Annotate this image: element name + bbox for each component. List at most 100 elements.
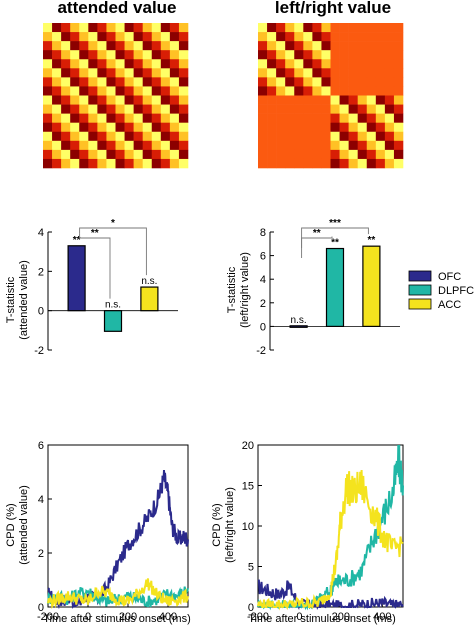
- heatmap-cell: [384, 23, 395, 33]
- heatmap-cell: [321, 158, 331, 169]
- heatmap-cell: [133, 68, 143, 78]
- heatmap-cell: [348, 86, 358, 96]
- heatmap-cell: [285, 32, 295, 42]
- heatmap-cell: [43, 149, 53, 160]
- heatmap-cell: [366, 95, 377, 105]
- heatmap-cell: [178, 50, 189, 60]
- bar-chart-attended: 420-2**n.s.n.s.***: [34, 218, 178, 357]
- heatmap-cell: [366, 23, 377, 33]
- heatmap-cell: [115, 41, 125, 51]
- heatmap-cell: [276, 32, 286, 42]
- heatmap-cell: [88, 113, 98, 123]
- legend-label-ofc: OFC: [438, 271, 461, 283]
- heatmap-cell: [285, 158, 295, 169]
- heatmap-cell: [348, 113, 358, 123]
- heatmap-cell: [160, 68, 171, 78]
- heatmap-cell: [267, 104, 277, 114]
- heatmap-cell: [79, 122, 89, 133]
- heatmap-cell: [294, 59, 304, 69]
- heatmap-cell: [294, 68, 304, 78]
- heatmap-cell: [303, 68, 313, 78]
- heatmap-cell: [61, 158, 71, 169]
- bar1-bar-label: **: [73, 235, 81, 246]
- heatmap-cell: [357, 149, 368, 160]
- heatmap-cell: [321, 140, 331, 151]
- bar1-ylabel-line2: (attended value): [18, 260, 30, 340]
- heatmap-cell: [312, 86, 322, 96]
- heatmap-cell: [151, 86, 162, 96]
- heatmap-cell: [285, 41, 295, 51]
- heatmap-cell: [169, 95, 180, 105]
- heatmap-cell: [70, 140, 80, 151]
- heatmap-cell: [178, 104, 189, 114]
- heatmap-cell: [384, 131, 395, 142]
- heatmap-cell: [339, 122, 349, 133]
- heatmap-cell: [124, 104, 134, 114]
- heatmap-cell: [339, 32, 349, 42]
- legend-swatch-ofc: [408, 270, 432, 282]
- heatmap-cell: [294, 122, 304, 133]
- heatmap-cell: [294, 104, 304, 114]
- heatmap-cell: [169, 41, 180, 51]
- heatmap-cell: [258, 113, 268, 123]
- heatmap-cell: [267, 41, 277, 51]
- heatmap-cell: [97, 131, 107, 142]
- heatmap-cell: [52, 131, 62, 142]
- heatmap-cell: [97, 122, 107, 133]
- heatmap-cell: [339, 104, 349, 114]
- heatmap-cell: [294, 158, 304, 169]
- heatmap-cell: [375, 95, 386, 105]
- heatmap-cell: [276, 86, 286, 96]
- heatmap-cell: [375, 149, 386, 160]
- bar1-ylabel-line1: T-statistic: [5, 276, 17, 323]
- heatmap-cell: [52, 77, 62, 87]
- heatmap-cell: [294, 23, 304, 33]
- heatmap-cell: [79, 113, 89, 123]
- heatmap-cell: [151, 140, 162, 151]
- heatmap-cell: [79, 158, 89, 169]
- heatmap-cell: [348, 149, 358, 160]
- heatmap-cell: [124, 59, 134, 69]
- line1-ytick-label: 0: [38, 602, 44, 614]
- bar2-ytick-label: 2: [260, 298, 266, 310]
- heatmap-cell: [384, 158, 395, 169]
- heatmap-cell: [339, 95, 349, 105]
- heatmap-leftright: [258, 23, 404, 169]
- bar1-comparison-bracket: [79, 233, 111, 299]
- heatmap-cell: [52, 50, 62, 60]
- heatmap-cell: [52, 86, 62, 96]
- heatmap-cell: [169, 131, 180, 142]
- heatmap-cell: [321, 95, 331, 105]
- heatmap-cell: [169, 122, 180, 133]
- heatmap-cell: [79, 23, 89, 33]
- heatmap-cell: [178, 32, 189, 42]
- heatmap-cell: [169, 23, 180, 33]
- heatmap-cell: [366, 68, 377, 78]
- heatmap-cell: [303, 140, 313, 151]
- heatmap-cell: [133, 50, 143, 60]
- bar1-ytick-label: 0: [38, 306, 44, 318]
- heatmap-cell: [88, 95, 98, 105]
- heatmap-cell: [357, 104, 368, 114]
- heatmap-cell: [142, 59, 153, 69]
- heatmap-cell: [160, 23, 171, 33]
- heatmap-attended: [43, 23, 189, 169]
- heatmap-cell: [285, 104, 295, 114]
- heatmap-cell: [97, 86, 107, 96]
- heatmap-cell: [294, 50, 304, 60]
- heatmap-cell: [70, 113, 80, 123]
- heatmap-cell: [285, 122, 295, 133]
- bar1-bar-label: n.s.: [105, 300, 121, 311]
- heatmap-cell: [258, 68, 268, 78]
- heatmap-cell: [43, 158, 53, 169]
- heatmap-cell: [330, 149, 340, 160]
- heatmap-cell: [124, 122, 134, 133]
- heatmap-cell: [366, 140, 377, 151]
- line2-ytick-label: 10: [242, 521, 254, 533]
- heatmap-cell: [276, 77, 286, 87]
- heatmap-cell: [267, 158, 277, 169]
- heatmap-cell: [330, 95, 340, 105]
- heatmap-cell: [70, 131, 80, 142]
- heatmap-cell: [43, 32, 53, 42]
- bar1-bar-ofc: [67, 245, 86, 312]
